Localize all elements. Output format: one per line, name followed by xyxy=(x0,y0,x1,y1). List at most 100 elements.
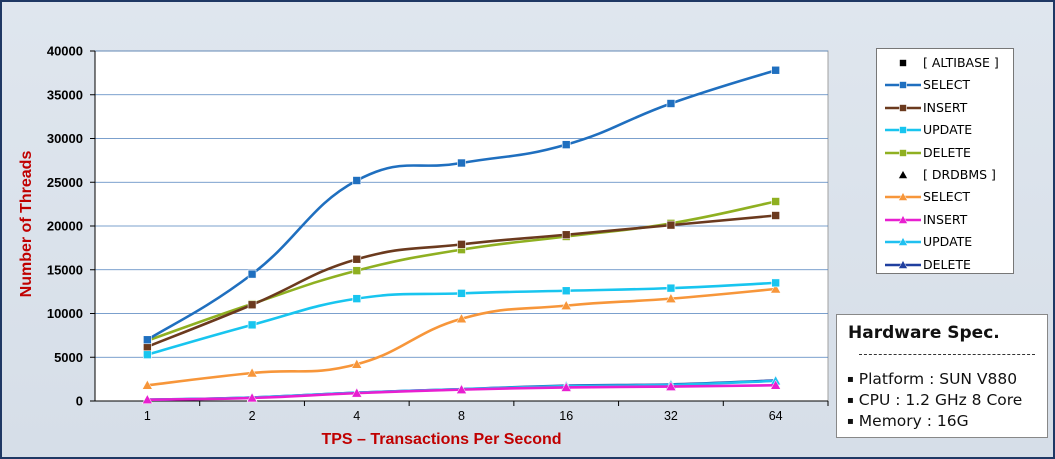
legend-symbol xyxy=(885,81,921,90)
y-tick-label: 40000 xyxy=(47,44,83,59)
data-point xyxy=(456,313,467,323)
data-point xyxy=(247,320,257,330)
data-point xyxy=(457,240,466,249)
legend-marker xyxy=(898,237,908,246)
legend-group-label: [ ALTIBASE ] xyxy=(923,55,999,70)
x-tick-label: 16 xyxy=(559,409,573,423)
data-point xyxy=(352,176,362,185)
y-tick-label: 30000 xyxy=(47,131,83,146)
legend-item: UPDATE xyxy=(877,119,1015,141)
hardware-spec-divider xyxy=(859,354,1035,355)
legend-triangle-marker xyxy=(898,169,908,179)
legend-square-marker xyxy=(899,59,907,67)
bullet-icon: ▪ xyxy=(847,416,854,427)
legend-symbol xyxy=(885,214,921,224)
data-point xyxy=(665,293,677,303)
hardware-spec-memory: Memory : 16G xyxy=(858,412,969,430)
legend-group-header: [ DRDBMS ] xyxy=(877,164,1015,186)
x-axis-title: TPS – Transactions Per Second xyxy=(321,431,561,448)
y-tick-label: 10000 xyxy=(47,306,83,321)
data-point xyxy=(771,197,780,206)
data-point xyxy=(457,289,466,298)
data-point xyxy=(561,230,571,240)
legend-marker xyxy=(899,81,907,90)
chart-legend: [ ALTIBASE ] SELECT INSERT UPDATE DELETE [ DR… xyxy=(876,48,1014,274)
legend-label: INSERT xyxy=(923,99,968,115)
legend-symbol xyxy=(898,169,908,179)
legend-group-label: [ DRDBMS ] xyxy=(923,167,996,182)
legend-symbol xyxy=(885,259,921,269)
data-point xyxy=(143,335,152,345)
data-point xyxy=(352,294,362,303)
legend-symbol xyxy=(885,192,921,202)
y-tick-label: 25000 xyxy=(47,175,83,190)
legend-marker xyxy=(898,192,908,202)
y-axis-title: Number of Threads xyxy=(18,151,35,298)
data-point xyxy=(560,381,572,392)
data-point xyxy=(247,269,257,279)
data-point xyxy=(561,140,571,149)
drdbms-insert-series xyxy=(141,379,782,404)
data-point xyxy=(560,300,572,310)
x-tick-label: 32 xyxy=(664,409,678,423)
legend-item: INSERT xyxy=(877,97,1015,119)
data-point xyxy=(770,283,782,294)
hardware-spec-title: Hardware Spec. xyxy=(848,323,1000,343)
data-point xyxy=(771,278,780,288)
data-point xyxy=(561,286,571,296)
y-tick-label: 0 xyxy=(76,394,83,409)
data-point xyxy=(666,220,676,230)
altibase-insert-series xyxy=(143,211,780,352)
hardware-spec-item: ▪ Platform : SUN V880 xyxy=(847,370,1017,388)
legend-label: UPDATE xyxy=(923,234,973,250)
y-tick-label: 15000 xyxy=(47,262,83,277)
legend-marker xyxy=(899,103,907,112)
hardware-spec-platform: Platform : SUN V880 xyxy=(858,370,1018,388)
legend-marker xyxy=(898,214,908,224)
legend-item: SELECT xyxy=(877,186,1015,208)
data-point xyxy=(770,379,782,390)
altibase-update-series xyxy=(143,278,780,359)
legend-symbol xyxy=(899,59,907,67)
x-tick-label: 4 xyxy=(353,409,360,423)
legend-item: DELETE xyxy=(877,254,1015,276)
data-point xyxy=(771,65,780,75)
legend-group-header: [ ALTIBASE ] xyxy=(877,52,1015,74)
data-point xyxy=(771,211,780,220)
legend-label: SELECT xyxy=(923,189,971,205)
data-point xyxy=(246,367,258,378)
legend-label: UPDATE xyxy=(923,122,973,138)
x-tick-label: 1 xyxy=(144,409,151,423)
legend-symbol xyxy=(885,126,921,134)
data-point xyxy=(666,99,676,108)
legend-marker xyxy=(899,148,907,157)
y-tick-label: 35000 xyxy=(47,87,83,102)
x-tick-label: 64 xyxy=(769,409,783,423)
legend-label: DELETE xyxy=(923,256,971,272)
data-point xyxy=(143,350,152,359)
data-point xyxy=(246,392,258,403)
hardware-spec-panel: Hardware Spec. ▪ Platform : SUN V880 ▪ CPU… xyxy=(836,314,1048,438)
legend-marker xyxy=(899,126,907,134)
legend-label: INSERT xyxy=(923,211,968,227)
data-point xyxy=(457,158,466,168)
data-point xyxy=(665,381,677,391)
y-tick-label: 20000 xyxy=(47,219,83,234)
data-point xyxy=(351,358,363,369)
legend-label: SELECT xyxy=(923,77,971,93)
data-point xyxy=(352,254,362,264)
data-point xyxy=(141,394,153,404)
x-tick-label: 2 xyxy=(249,409,256,423)
legend-symbol xyxy=(885,237,921,246)
data-point xyxy=(141,379,153,390)
x-tick-label: 8 xyxy=(458,409,465,423)
legend-item: DELETE xyxy=(877,142,1015,164)
hardware-spec-item: ▪ CPU : 1.2 GHz 8 Core xyxy=(847,391,1022,409)
legend-item: INSERT xyxy=(877,209,1015,231)
legend-symbol xyxy=(885,148,921,157)
hardware-spec-cpu: CPU : 1.2 GHz 8 Core xyxy=(858,391,1023,409)
legend-marker xyxy=(898,259,908,269)
legend-label: DELETE xyxy=(923,144,971,160)
data-point xyxy=(666,283,676,293)
